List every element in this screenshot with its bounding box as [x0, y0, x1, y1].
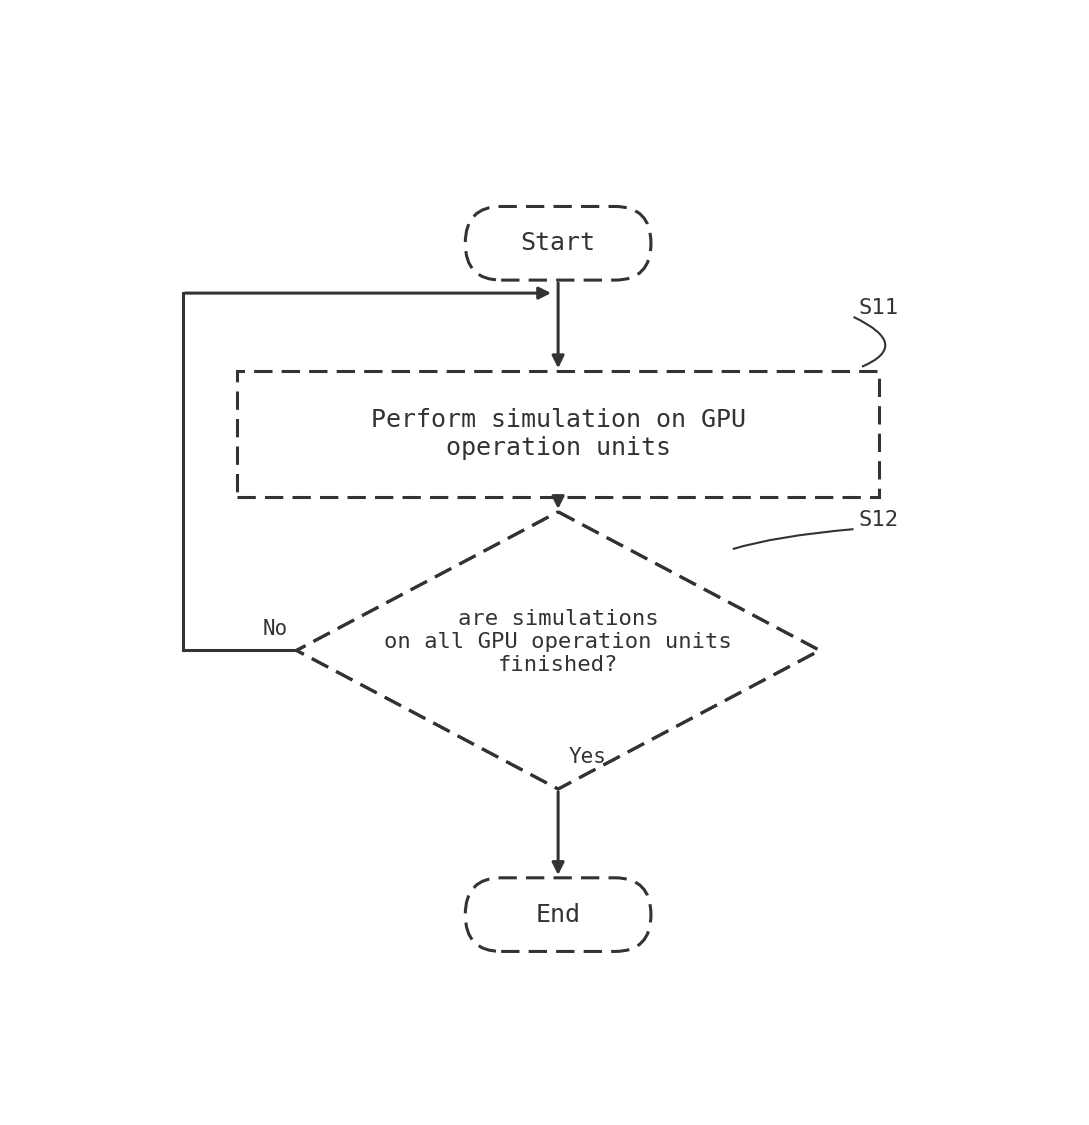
Text: Yes: Yes — [568, 747, 607, 767]
FancyBboxPatch shape — [465, 878, 651, 952]
Text: End: End — [536, 902, 580, 927]
Text: Perform simulation on GPU
operation units: Perform simulation on GPU operation unit… — [370, 408, 746, 460]
Text: S11: S11 — [859, 298, 898, 318]
Text: are simulations
on all GPU operation units
finished?: are simulations on all GPU operation uni… — [384, 609, 732, 675]
Text: S12: S12 — [859, 511, 898, 531]
FancyBboxPatch shape — [465, 207, 651, 280]
Text: Start: Start — [521, 232, 596, 255]
Polygon shape — [296, 512, 820, 789]
Bar — [237, 371, 879, 496]
Text: No: No — [262, 619, 287, 639]
